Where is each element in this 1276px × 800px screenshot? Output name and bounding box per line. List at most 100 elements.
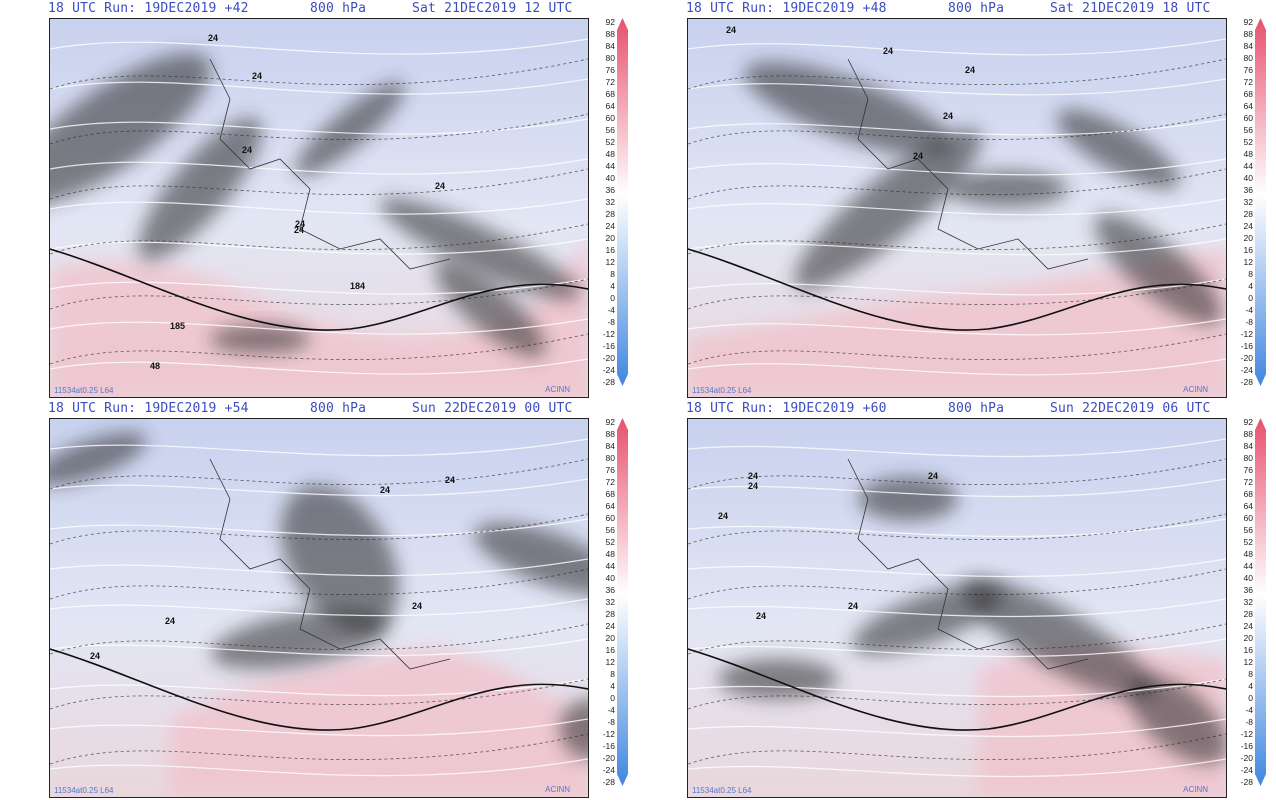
colorbar-tick-label: 4 <box>610 681 615 691</box>
colorbar-tick-label: 20 <box>1243 233 1253 243</box>
contour-label: 24 <box>294 225 304 235</box>
brand-label: ACINN <box>1183 785 1208 794</box>
panel-header-level: 800 hPa <box>310 401 367 416</box>
isoline <box>688 598 1226 618</box>
cloud-band <box>281 485 399 633</box>
colorbar-tick-label: 4 <box>1248 681 1253 691</box>
panel-header-level: 800 hPa <box>310 1 367 16</box>
contour-label: 24 <box>208 33 218 43</box>
map-area: 24 24 24 24 24 24 48 184 185 11534at0.25 L64 ACINN <box>49 18 589 398</box>
map-canvas: 24 24 24 24 24 <box>50 419 588 797</box>
colorbar-tick-label: -28 <box>1240 777 1253 787</box>
dashed-contour <box>50 458 588 490</box>
colorbar-tick-label: 24 <box>605 221 615 231</box>
contour-label: 24 <box>252 71 262 81</box>
main-contour <box>50 248 588 331</box>
dashed-contour <box>688 678 1226 710</box>
colorbar-tick-label: 68 <box>1243 489 1253 499</box>
colorbar-tick-label: -20 <box>1240 353 1253 363</box>
colorbar-tick-label: 0 <box>1248 293 1253 303</box>
colorbar-tick-label: 24 <box>1243 221 1253 231</box>
contour-label: 24 <box>718 511 728 521</box>
colorbar-tick-label: -8 <box>607 317 615 327</box>
colorbar-tick-label: 24 <box>1243 621 1253 631</box>
colorbar-tick-label: 68 <box>605 489 615 499</box>
colorbar-tick-label: 16 <box>1243 245 1253 255</box>
dashed-contour <box>688 168 1226 200</box>
dashed-contour <box>50 623 588 655</box>
isoline <box>688 318 1226 336</box>
colorbar-tick-label: -12 <box>1240 729 1253 739</box>
isoline <box>50 198 588 215</box>
contour-label: 24 <box>242 145 252 155</box>
colorbar-tick-label: -4 <box>1245 305 1253 315</box>
map-panel-2: 18 UTC Run: 19DEC2019 +48 800 hPa Sat 21… <box>638 0 1276 400</box>
contour-label: 24 <box>965 65 975 75</box>
colorbar-tick-label: 64 <box>1243 501 1253 511</box>
isoline <box>688 78 1226 96</box>
coastline <box>847 58 1089 270</box>
colorbar-tick-label: 92 <box>605 17 615 27</box>
colorbar-tick-label: 72 <box>605 77 615 87</box>
brand-label: ACINN <box>1183 385 1208 394</box>
contour-label: 24 <box>445 475 455 485</box>
colorbar-tick-label: 44 <box>605 161 615 171</box>
isoline <box>50 638 588 657</box>
colorbar-tick-label: -16 <box>602 741 615 751</box>
colorbar-tick-label: 88 <box>605 29 615 39</box>
colorbar-tick-label: 28 <box>1243 209 1253 219</box>
cloud-band <box>852 583 1004 655</box>
colorbar-tick-label: 84 <box>1243 41 1253 51</box>
colorbar-tick-label: 80 <box>605 453 615 463</box>
colorbar-tick-label: 56 <box>1243 125 1253 135</box>
colorbar-tick-label: 64 <box>1243 101 1253 111</box>
cloud-band <box>961 578 1155 700</box>
colorbar-tick-label: 32 <box>605 197 615 207</box>
colorbar-tick-label: 36 <box>1243 185 1253 195</box>
dashed-contour <box>50 58 588 90</box>
colorbar-tick-label: -16 <box>1240 741 1253 751</box>
cloud-band <box>744 61 952 157</box>
colorbar-tick-label: 72 <box>605 477 615 487</box>
colorbar-tick-label: 60 <box>605 113 615 123</box>
colorbar-tick-label: 64 <box>605 101 615 111</box>
dashed-contour <box>688 58 1226 90</box>
colorbar-tick-label: 12 <box>1243 657 1253 667</box>
colorbar <box>1255 18 1266 386</box>
cloud-band <box>138 117 262 261</box>
colorbar-tick-label: 64 <box>605 501 615 511</box>
model-credit: 11534at0.25 L64 <box>54 386 114 395</box>
isoline <box>688 358 1226 376</box>
colorbar-tick-label: -4 <box>607 305 615 315</box>
main-contour <box>50 648 588 731</box>
colorbar-tick-label: -4 <box>607 705 615 715</box>
contour-label: 24 <box>165 616 175 626</box>
isoline <box>50 158 588 175</box>
colorbar-tick-label: 76 <box>605 65 615 75</box>
panel-header-run: 18 UTC Run: 19DEC2019 +54 <box>48 401 249 416</box>
brand-label: ACINN <box>545 385 570 394</box>
map-panel-1: 18 UTC Run: 19DEC2019 +42 800 hPa Sat 21… <box>0 0 638 400</box>
cloud-band <box>210 325 310 353</box>
colorbar-tick-label: -20 <box>602 753 615 763</box>
colorbar-tick-label: 80 <box>1243 53 1253 63</box>
colorbar-tick-label: -12 <box>1240 329 1253 339</box>
model-credit: 11534at0.25 L64 <box>692 386 752 395</box>
colorbar-tick-label: 36 <box>1243 585 1253 595</box>
cloud-band <box>718 659 838 699</box>
dashed-contour <box>688 733 1226 765</box>
cloud-band <box>211 609 389 669</box>
panel-header-run: 18 UTC Run: 19DEC2019 +48 <box>686 1 887 16</box>
colorbar-tick-label: 16 <box>1243 645 1253 655</box>
map-panel-3: 18 UTC Run: 19DEC2019 +54 800 hPa Sun 22… <box>0 400 638 800</box>
dashed-contour <box>50 568 588 600</box>
isoline <box>688 478 1226 498</box>
colorbar-tick-label: 28 <box>605 209 615 219</box>
colorbar-tick-label: 60 <box>1243 513 1253 523</box>
model-credit: 11534at0.25 L64 <box>54 786 114 795</box>
isoline <box>50 38 588 55</box>
panel-header-valid: Sat 21DEC2019 18 UTC <box>1050 1 1211 16</box>
isoline <box>688 758 1226 778</box>
contour-label: 24 <box>748 471 758 481</box>
